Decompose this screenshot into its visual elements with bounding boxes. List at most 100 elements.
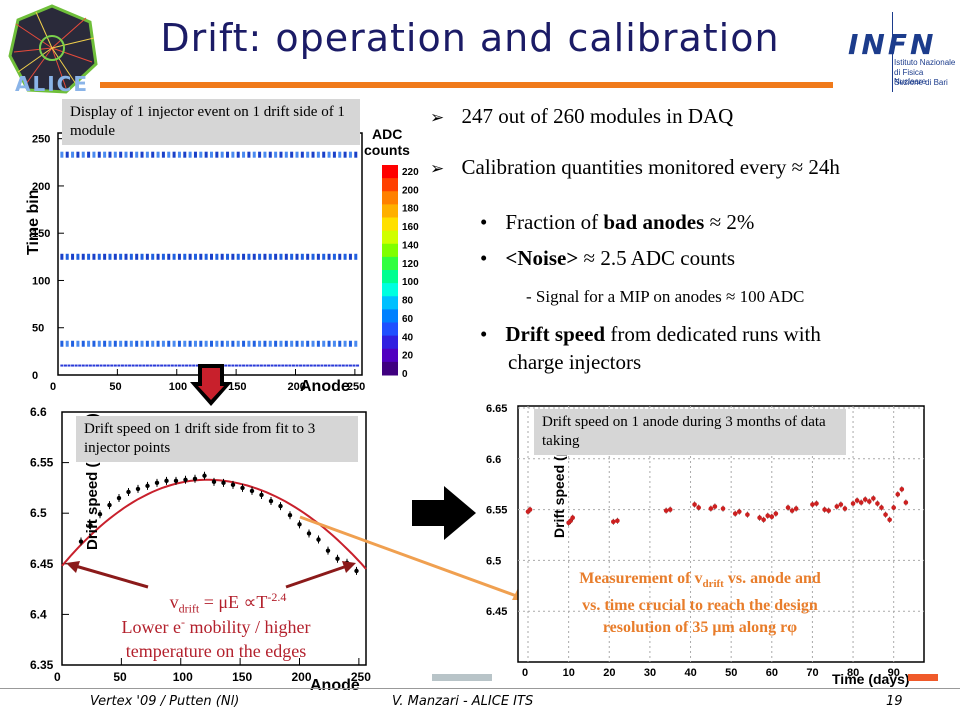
- fit-point: [325, 548, 331, 553]
- heatmap-baseline-cell: [120, 364, 124, 367]
- time-point: [720, 506, 726, 511]
- heatmap-injector-cell: [284, 151, 288, 158]
- heatmap-injector-cell: [183, 151, 187, 158]
- heatmap-injector-cell: [258, 340, 262, 347]
- heatmap-injector-cell: [167, 151, 171, 158]
- heatmap-baseline-cell: [74, 364, 78, 367]
- fit-point: [107, 502, 112, 508]
- heatmap-injector-cell: [348, 340, 352, 347]
- time-y-tick-label: 6.45: [486, 606, 507, 618]
- caption-display: Display of 1 injector event on 1 drift s…: [62, 99, 360, 145]
- time-point: [570, 515, 575, 521]
- heatmap-baseline-cell: [299, 364, 303, 367]
- fit-point: [164, 478, 169, 484]
- heatmap-injector-cell: [81, 151, 85, 158]
- heatmap-injector-cell: [172, 253, 176, 260]
- time-point: [712, 504, 718, 509]
- heatmap-injector-cell: [129, 340, 133, 347]
- time-point: [663, 508, 669, 513]
- time-x-tick-label: 40: [685, 667, 697, 679]
- heatmap-injector-cell: [193, 151, 197, 158]
- heatmap-x-label: Anode: [300, 378, 350, 395]
- heatmap-injector-cell: [338, 151, 342, 158]
- time-chart-axes: 0 10 20 30 40 50 60 70 80 90 6.45 6.5 6.55 6.6 6.65: [486, 403, 924, 679]
- heatmap-injector-cell: [306, 151, 310, 158]
- heatmap-injector-cell: [65, 340, 69, 347]
- heatmap-colorbar-swatch: [382, 309, 398, 323]
- heatmap-baseline-cell: [277, 364, 281, 367]
- heatmap-x-tick-label: 0: [50, 381, 56, 393]
- heatmap-baseline-cell: [128, 364, 132, 367]
- heatmap-injector-cell: [268, 151, 272, 158]
- heatmap-injector-cell: [87, 151, 91, 158]
- heatmap-baseline-cell: [249, 364, 253, 367]
- heatmap-injector-cell: [92, 151, 96, 158]
- time-point: [765, 513, 771, 518]
- heatmap-injector-cell: [210, 151, 213, 158]
- fit-point: [316, 537, 321, 542]
- heatmap-injector-cell: [311, 253, 315, 260]
- heatmap-baseline-cell: [135, 364, 139, 367]
- fit-point: [183, 477, 188, 483]
- infn-logo-line3: Sezione di Bari: [894, 78, 948, 87]
- time-x-tick-label: 30: [644, 667, 656, 679]
- heatmap-baseline-cell: [345, 364, 349, 367]
- heatmap-injector-cell: [199, 151, 203, 158]
- time-point: [903, 500, 909, 505]
- heatmap-injector-cell: [226, 151, 230, 158]
- heatmap-injector-cell: [65, 151, 69, 158]
- heatmap-colorbar-swatch: [382, 296, 398, 310]
- heatmap-injector-cell: [343, 253, 347, 260]
- caption-time: Drift speed on 1 anode during 3 months o…: [534, 409, 846, 455]
- heatmap-injector-cell: [311, 340, 315, 347]
- heatmap-colorbar-label: 180: [402, 204, 419, 215]
- time-x-tick-label: 60: [766, 667, 778, 679]
- heatmap-baseline-cell: [302, 364, 306, 367]
- heatmap-colorbar-swatch: [382, 270, 398, 284]
- heatmap-injector-rows: [60, 151, 360, 367]
- heatmap-injector-cell: [103, 340, 107, 347]
- heatmap-injector-cell: [145, 253, 149, 260]
- heatmap-injector-cell: [284, 340, 288, 347]
- heatmap-colorbar-swatch: [382, 283, 398, 297]
- time-point: [879, 505, 884, 510]
- time-x-tick-label: 70: [806, 667, 818, 679]
- heatmap-injector-cell: [71, 340, 75, 347]
- heatmap-y-tick-label: 100: [32, 275, 50, 287]
- heatmap-injector-cell: [354, 340, 358, 347]
- heatmap-injector-cell: [263, 253, 267, 260]
- heatmap-injector-cell: [316, 340, 320, 347]
- fit-point: [173, 478, 179, 484]
- time-x-tick-label: 10: [563, 667, 575, 679]
- heatmap-injector-cell: [76, 151, 80, 158]
- heatmap-baseline-cell: [252, 364, 256, 367]
- heatmap-injector-cell: [60, 253, 64, 260]
- heatmap-axes: 0 50 100 150 200 250 0 50 100 150 200 250: [32, 134, 365, 393]
- heatmap-colorbar-swatch: [382, 322, 398, 337]
- heatmap-injector-cell: [124, 340, 128, 347]
- heatmap-colorbar-swatch: [382, 348, 398, 363]
- footer-author: V. Manzari - ALICE ITS: [392, 694, 534, 709]
- heatmap-injector-cell: [252, 253, 256, 260]
- heatmap-injector-cell: [188, 253, 192, 260]
- heatmap-injector-cell: [290, 340, 294, 347]
- heatmap-colorbar-swatch: [382, 230, 398, 245]
- heatmap-colorbar-swatch: [382, 335, 398, 350]
- heatmap-injector-cell: [151, 253, 155, 260]
- heatmap-injector-cell: [129, 151, 133, 158]
- heatmap-injector-cell: [177, 253, 181, 260]
- injector-event-heatmap: 0 50 100 150 200 250 0 50 100 150 200 250 0 20 40 60 80…: [25, 126, 419, 395]
- time-point: [611, 519, 616, 525]
- fit-point: [135, 486, 141, 492]
- time-point: [862, 497, 868, 502]
- heatmap-y-tick-label: 150: [32, 228, 50, 240]
- heatmap-injector-cell: [129, 253, 133, 260]
- footer-conference: Vertex '09 / Putten (Nl): [90, 694, 240, 709]
- heatmap-baseline-cell: [263, 364, 267, 367]
- heatmap-z-label-1: ADC: [372, 126, 402, 142]
- heatmap-baseline-cell: [160, 364, 164, 367]
- heatmap-injector-cell: [322, 340, 326, 347]
- heatmap-injector-cell: [242, 151, 246, 158]
- heatmap-y-tick-label: 50: [32, 323, 44, 335]
- heatmap-baseline-cell: [348, 364, 352, 367]
